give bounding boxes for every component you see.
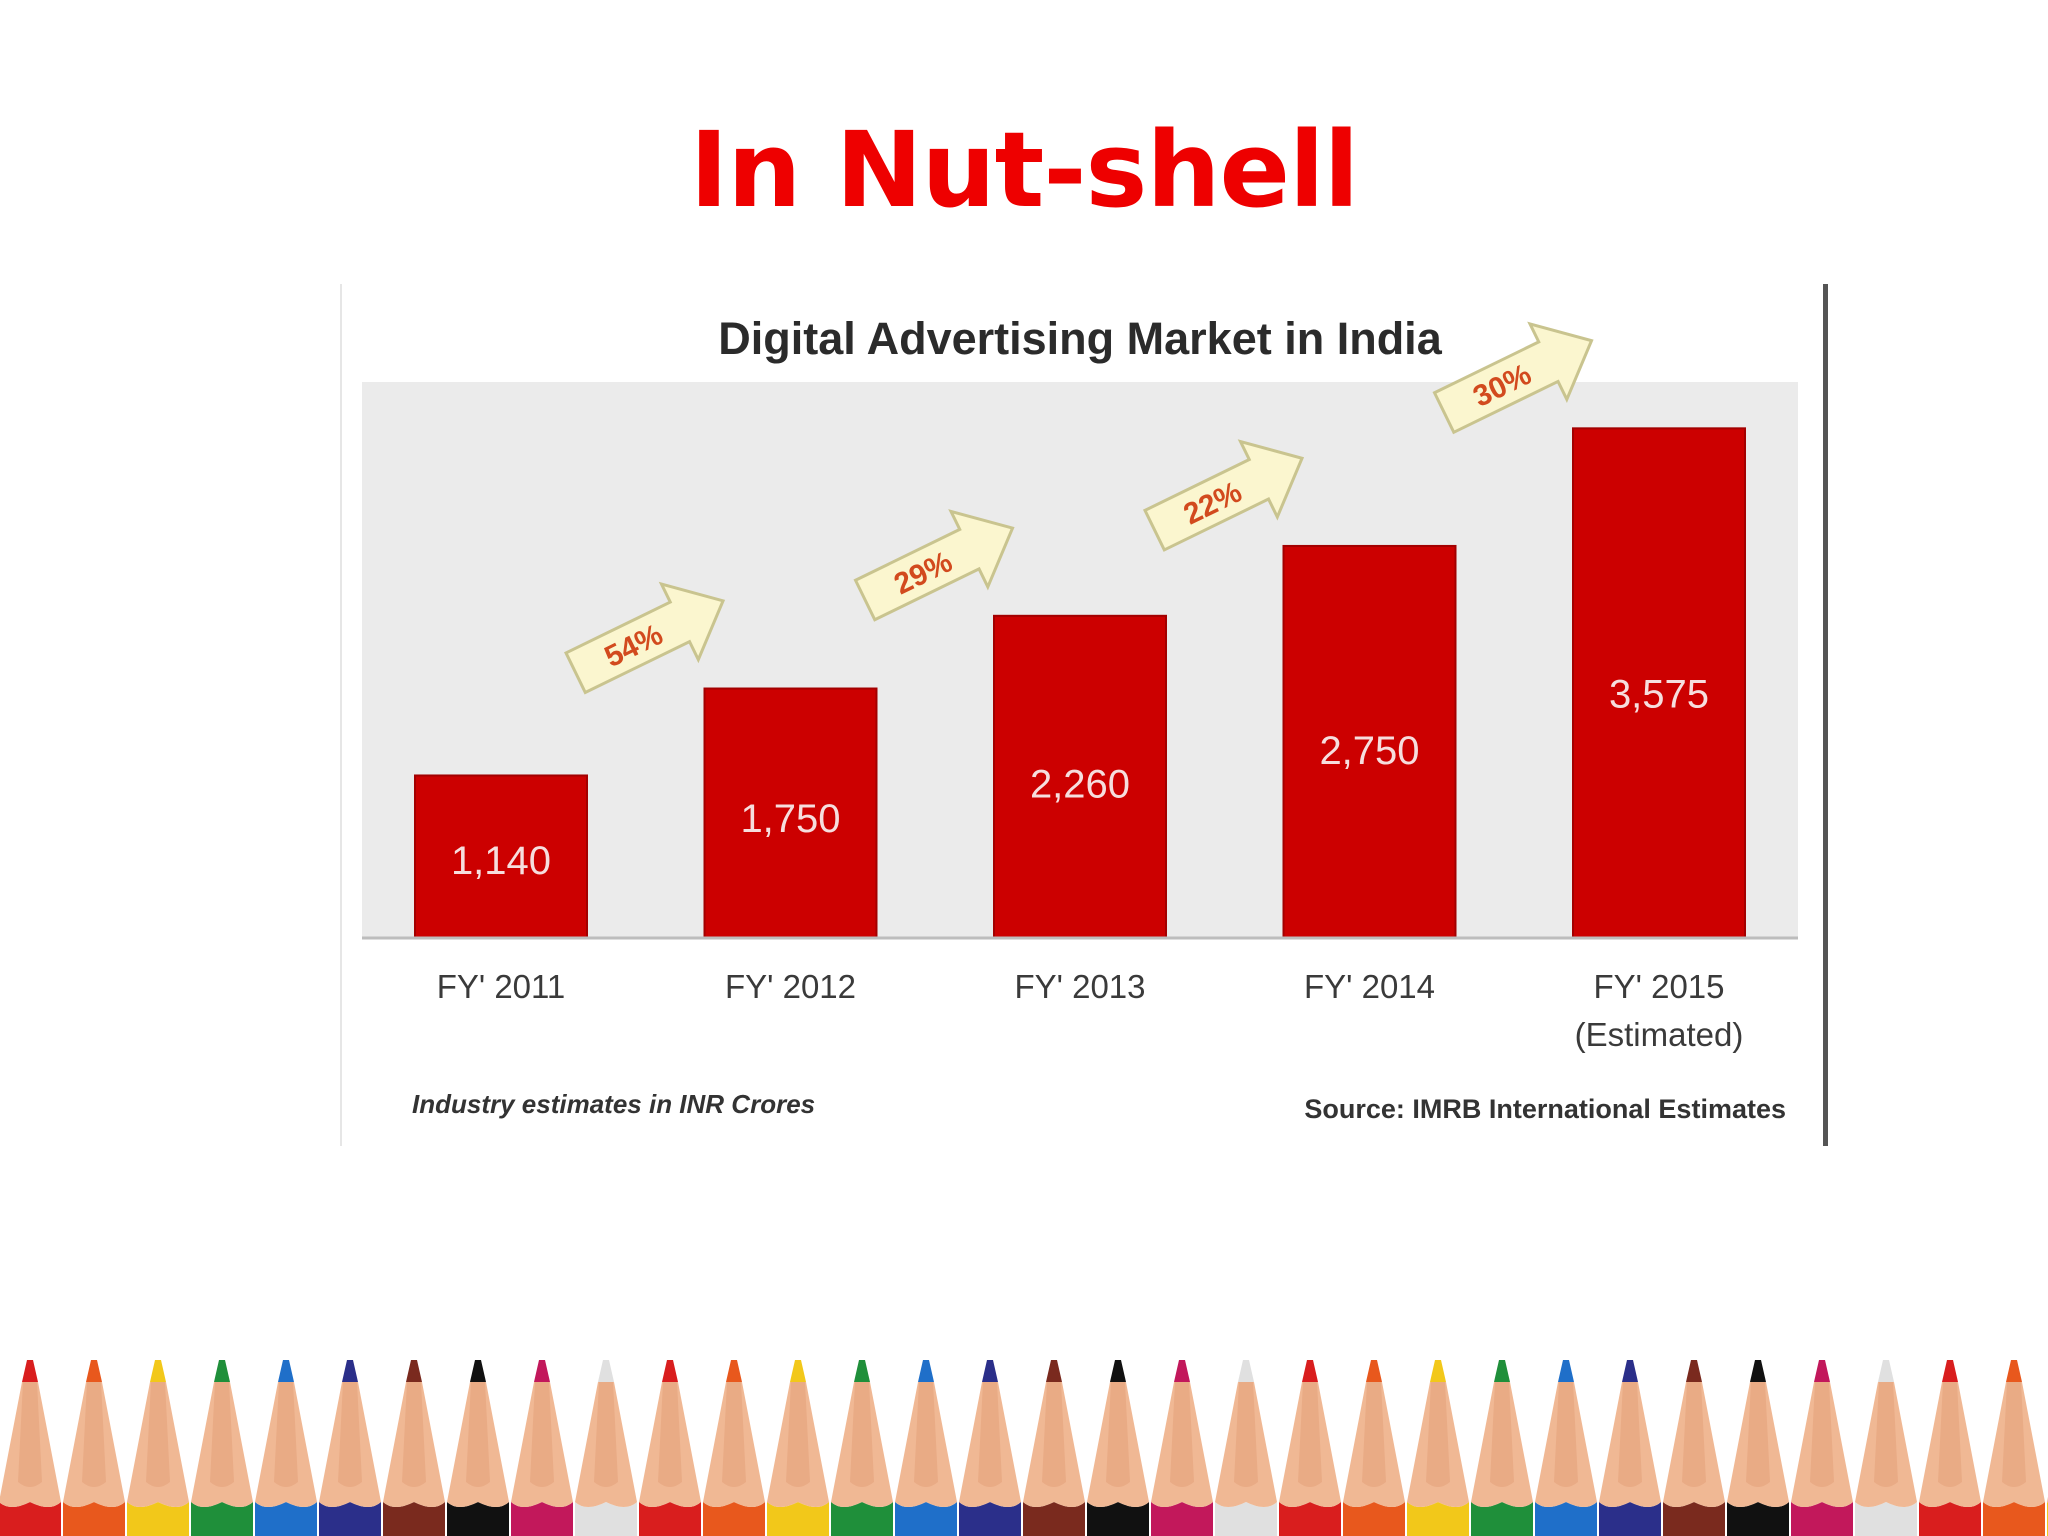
growth-arrow-shape (853, 509, 1015, 622)
growth-arrow-shape (563, 581, 726, 695)
bar-value-label: 1,750 (740, 797, 840, 841)
pencil (191, 1360, 253, 1536)
bar-value-label: 2,750 (1319, 729, 1419, 773)
pencil (1727, 1360, 1789, 1536)
pencil (1919, 1360, 1981, 1536)
chart-title: Digital Advertising Market in India (718, 313, 1442, 364)
category-label: FY' 2011 (437, 968, 566, 1005)
category-label: FY' 2013 (1014, 968, 1145, 1005)
pencil (575, 1360, 637, 1536)
growth-arrows-layer: 54%29%22%30% (563, 321, 1594, 695)
slide-title: In Nut-shell (689, 109, 1360, 231)
pencil (127, 1360, 189, 1536)
category-sublabel: (Estimated) (1575, 1016, 1744, 1053)
bar-value-label: 2,260 (1030, 762, 1130, 806)
pencil (1791, 1360, 1853, 1536)
category-label: FY' 2014 (1304, 968, 1435, 1005)
pencil (895, 1360, 957, 1536)
pencil (1215, 1360, 1277, 1536)
pencil (1663, 1360, 1725, 1536)
category-label: FY' 2015 (1593, 968, 1724, 1005)
growth-arrow-shape (1432, 321, 1594, 435)
pencil (1855, 1360, 1917, 1536)
pencil (383, 1360, 445, 1536)
bars-layer: 1,140 1,750 2,260 2,750 3,575 (414, 427, 1746, 939)
pencil (511, 1360, 573, 1536)
pencil (959, 1360, 1021, 1536)
pencil (767, 1360, 829, 1536)
pencil (831, 1360, 893, 1536)
pencil (0, 1360, 61, 1536)
pencil (1343, 1360, 1405, 1536)
source-footnote: Source: IMRB International Estimates (1304, 1094, 1786, 1124)
bar (703, 687, 878, 939)
category-label: FY' 2012 (725, 968, 856, 1005)
pencil (1279, 1360, 1341, 1536)
pencil (1471, 1360, 1533, 1536)
bar (1282, 544, 1457, 939)
growth-arrow-shape (1142, 439, 1305, 552)
pencil (447, 1360, 509, 1536)
pencil (1599, 1360, 1661, 1536)
pencil (319, 1360, 381, 1536)
pencil-border-decoration (0, 1360, 2048, 1536)
pencil (63, 1360, 125, 1536)
pencil (703, 1360, 765, 1536)
pencil (1151, 1360, 1213, 1536)
bar (1572, 427, 1746, 939)
bar-value-label: 3,575 (1609, 672, 1709, 716)
growth-arrow: 54% (563, 581, 726, 695)
units-footnote: Industry estimates in INR Crores (412, 1089, 815, 1119)
bar-value-label: 1,140 (451, 839, 551, 883)
axis-labels-layer: FY' 2011 FY' 2012 FY' 2013 FY' 2014 FY' 2015… (437, 968, 1744, 1053)
pencil (255, 1360, 317, 1536)
pencil (1983, 1360, 2045, 1536)
pencil (1023, 1360, 1085, 1536)
pencil (1087, 1360, 1149, 1536)
bar (993, 614, 1167, 939)
pencil (1407, 1360, 1469, 1536)
pencil (639, 1360, 701, 1536)
pencil (1535, 1360, 1597, 1536)
